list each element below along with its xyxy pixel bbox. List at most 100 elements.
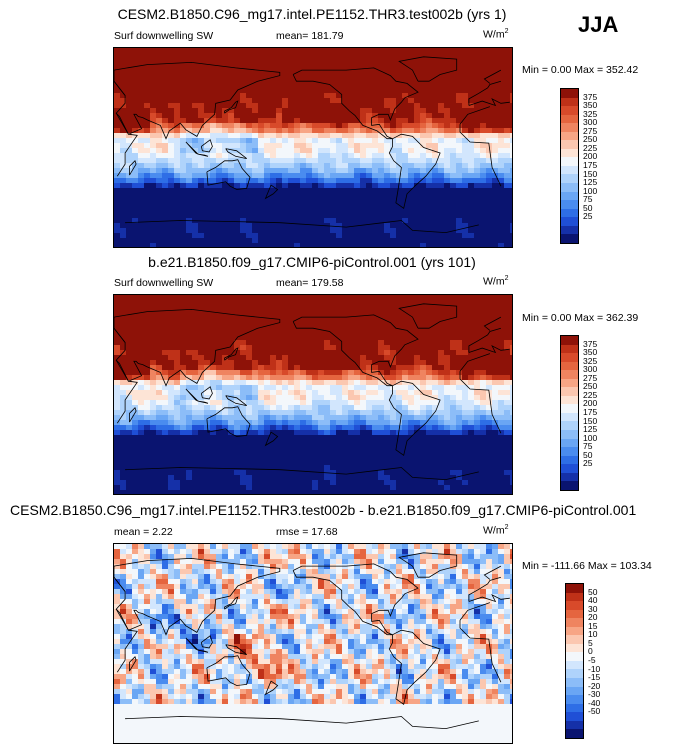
map-cell (132, 375, 139, 381)
map-cell (138, 350, 145, 356)
map-cell (480, 305, 487, 311)
map-cell (216, 243, 223, 247)
map-cell (384, 365, 391, 371)
map-cell (156, 88, 163, 94)
map-cell (312, 108, 319, 114)
map-cell (408, 48, 415, 54)
map-cell (210, 213, 217, 219)
map-cell (342, 345, 349, 351)
map-cell (150, 78, 157, 84)
map-cell (408, 425, 415, 431)
map-cell (306, 380, 313, 386)
map-cell (252, 305, 259, 311)
map-cell (300, 450, 307, 456)
map-cell (348, 440, 355, 446)
map-cell (486, 355, 493, 361)
map-cell (210, 208, 217, 214)
map-cell (492, 223, 499, 229)
map-cell (486, 128, 493, 134)
map-cell (426, 385, 433, 391)
map-cell (336, 198, 343, 204)
map-cell (276, 138, 283, 144)
map-cell (336, 218, 343, 224)
map-cell (468, 385, 475, 391)
map-cell (360, 78, 367, 84)
map-cell (288, 350, 295, 356)
map-cell (162, 143, 169, 149)
map-cell (432, 118, 439, 124)
map-cell (438, 133, 445, 139)
map-cell (504, 385, 511, 391)
map-cell (174, 113, 181, 119)
map-cell (288, 233, 295, 239)
map-cell (360, 305, 367, 311)
map-cell (510, 370, 512, 376)
map-cell (414, 295, 421, 301)
map-cell (180, 238, 187, 244)
map-cell (126, 48, 133, 54)
map-cell (144, 168, 151, 174)
map-cell (420, 375, 427, 381)
map-cell (480, 93, 487, 99)
map-cell (120, 233, 127, 239)
map-cell (192, 173, 199, 179)
map-cell (510, 138, 512, 144)
map-cell (342, 380, 349, 386)
map-cell (432, 98, 439, 104)
map-cell (492, 400, 499, 406)
map-cell (132, 425, 139, 431)
map-cell (348, 208, 355, 214)
map-cell (330, 103, 337, 109)
map-cell (492, 198, 499, 204)
map-cell (462, 88, 469, 94)
map-cell (504, 113, 511, 119)
map-cell (120, 153, 127, 159)
map-cell (354, 375, 361, 381)
map-cell (162, 315, 169, 321)
map-cell (492, 58, 499, 64)
map-cell (294, 375, 301, 381)
map-cell (426, 445, 433, 451)
map-cell (204, 203, 211, 209)
map-cell (246, 360, 253, 366)
map-cell (210, 335, 217, 341)
map-cell (318, 113, 325, 119)
map-cell (360, 365, 367, 371)
map-cell (204, 325, 211, 331)
map-cell (234, 168, 241, 174)
map-cell (174, 148, 181, 154)
map-cell (240, 395, 247, 401)
map-cell (156, 168, 163, 174)
map-cell (330, 335, 337, 341)
map-cell (330, 133, 337, 139)
map-cell (414, 340, 421, 346)
map-cell (468, 163, 475, 169)
map-cell (264, 410, 271, 416)
map-cell (324, 405, 331, 411)
map-cell (318, 415, 325, 421)
map-cell (228, 208, 235, 214)
map-cell (180, 455, 187, 461)
map-cell (228, 48, 235, 54)
map-cell (252, 445, 259, 451)
map-cell (474, 133, 481, 139)
map-cell (282, 208, 289, 214)
map-cell (474, 93, 481, 99)
map-cell (294, 53, 301, 59)
map-cell (474, 340, 481, 346)
map-cell (402, 133, 409, 139)
map-cell (396, 305, 403, 311)
map-cell (120, 108, 127, 114)
map-cell (198, 158, 205, 164)
map-cell (426, 88, 433, 94)
map-cell (120, 365, 127, 371)
map-cell (120, 335, 127, 341)
map-cell (396, 395, 403, 401)
map-cell (396, 113, 403, 119)
map-cell (288, 133, 295, 139)
map-cell (234, 53, 241, 59)
map-cell (162, 415, 169, 421)
map-cell (210, 48, 217, 54)
map-cell (126, 148, 133, 154)
map-cell (246, 213, 253, 219)
